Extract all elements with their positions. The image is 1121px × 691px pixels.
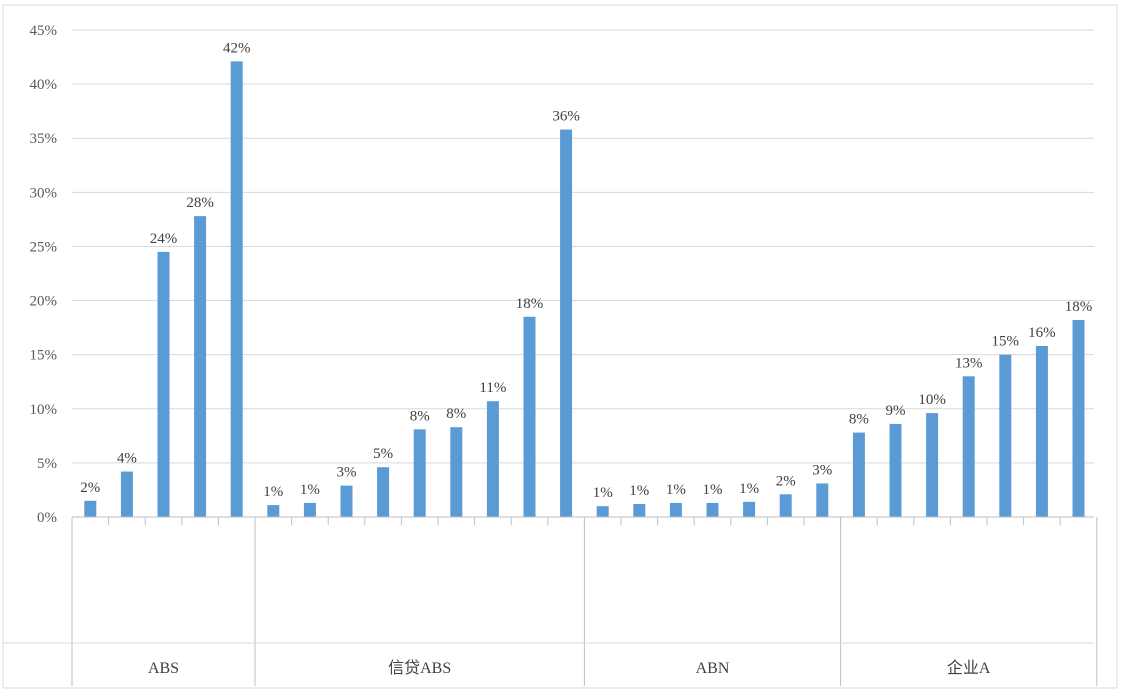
x-group-label: 信贷ABS bbox=[388, 659, 451, 677]
bar bbox=[1035, 346, 1048, 517]
y-tick-label: 30% bbox=[30, 185, 58, 201]
data-label: 1% bbox=[703, 482, 723, 498]
data-label: 15% bbox=[992, 334, 1020, 350]
data-label: 8% bbox=[410, 408, 430, 424]
data-label: 1% bbox=[666, 482, 686, 498]
bar bbox=[706, 502, 719, 517]
bar bbox=[230, 61, 243, 517]
x-group-label: ABS bbox=[148, 660, 179, 677]
data-label: 8% bbox=[849, 412, 869, 428]
bar bbox=[523, 316, 536, 517]
data-label: 2% bbox=[776, 473, 796, 489]
y-tick-label: 5% bbox=[37, 456, 57, 472]
y-tick-label: 10% bbox=[30, 402, 58, 418]
bar bbox=[413, 429, 426, 517]
bars bbox=[84, 61, 1085, 518]
x-axis: ABS 信贷ABS ABN 企业A bbox=[3, 516, 1098, 686]
y-tick-label: 40% bbox=[30, 77, 58, 93]
data-label: 1% bbox=[263, 484, 283, 500]
bar bbox=[962, 376, 975, 517]
bar bbox=[267, 505, 280, 517]
data-label: 2% bbox=[80, 480, 100, 496]
bar bbox=[926, 413, 939, 517]
data-label: 13% bbox=[955, 355, 983, 371]
bar bbox=[303, 502, 316, 517]
data-label: 10% bbox=[918, 392, 946, 408]
y-tick-label: 35% bbox=[30, 131, 58, 147]
bar bbox=[560, 129, 573, 517]
bar bbox=[84, 500, 97, 517]
data-label: 28% bbox=[186, 195, 214, 211]
x-group-label: ABN bbox=[696, 660, 730, 677]
data-label: 18% bbox=[1065, 299, 1093, 315]
data-label: 1% bbox=[593, 485, 613, 501]
y-tick-label: 20% bbox=[30, 294, 58, 310]
data-label: 36% bbox=[552, 109, 580, 125]
bar bbox=[1072, 320, 1085, 517]
bar bbox=[450, 427, 463, 517]
bar bbox=[743, 501, 756, 517]
bar bbox=[194, 216, 207, 518]
y-axis: 0% 5% 10% 15% 20% 25% 30% 35% 40% 45% bbox=[30, 23, 58, 526]
data-label: 1% bbox=[300, 482, 320, 498]
bar bbox=[889, 423, 902, 517]
y-tick-label: 25% bbox=[30, 239, 58, 255]
data-label: 1% bbox=[739, 481, 759, 497]
data-label: 24% bbox=[150, 231, 178, 247]
bar bbox=[377, 467, 390, 517]
data-label: 9% bbox=[886, 403, 906, 419]
x-group-label: 企业A bbox=[947, 659, 991, 677]
chart-border bbox=[2, 4, 1118, 689]
bar bbox=[596, 506, 609, 517]
data-label: 4% bbox=[117, 451, 137, 467]
bar bbox=[486, 401, 499, 517]
y-tick-label: 0% bbox=[37, 510, 57, 526]
bar bbox=[852, 432, 865, 517]
data-label: 16% bbox=[1028, 325, 1056, 341]
bar bbox=[816, 483, 829, 517]
bar bbox=[157, 251, 170, 517]
bar bbox=[779, 494, 792, 517]
y-tick-label: 45% bbox=[30, 23, 58, 39]
data-label: 3% bbox=[337, 465, 357, 481]
bar bbox=[669, 502, 682, 517]
data-labels: 2% 4% 24% 28% 42% 1% 1% 3% 5% 8% 8% 11% 18% 36% 1% 1% 1%… bbox=[80, 40, 1092, 501]
y-tick-label: 15% bbox=[30, 348, 58, 364]
data-label: 11% bbox=[479, 380, 506, 396]
bar bbox=[999, 354, 1012, 517]
bar bbox=[340, 485, 353, 517]
data-label: 18% bbox=[516, 296, 544, 312]
data-label: 8% bbox=[446, 406, 466, 422]
bar bbox=[633, 504, 646, 517]
data-label: 5% bbox=[373, 446, 393, 462]
data-label: 42% bbox=[223, 40, 251, 56]
data-label: 1% bbox=[629, 483, 649, 499]
data-label: 3% bbox=[812, 462, 832, 478]
bar bbox=[120, 471, 133, 517]
